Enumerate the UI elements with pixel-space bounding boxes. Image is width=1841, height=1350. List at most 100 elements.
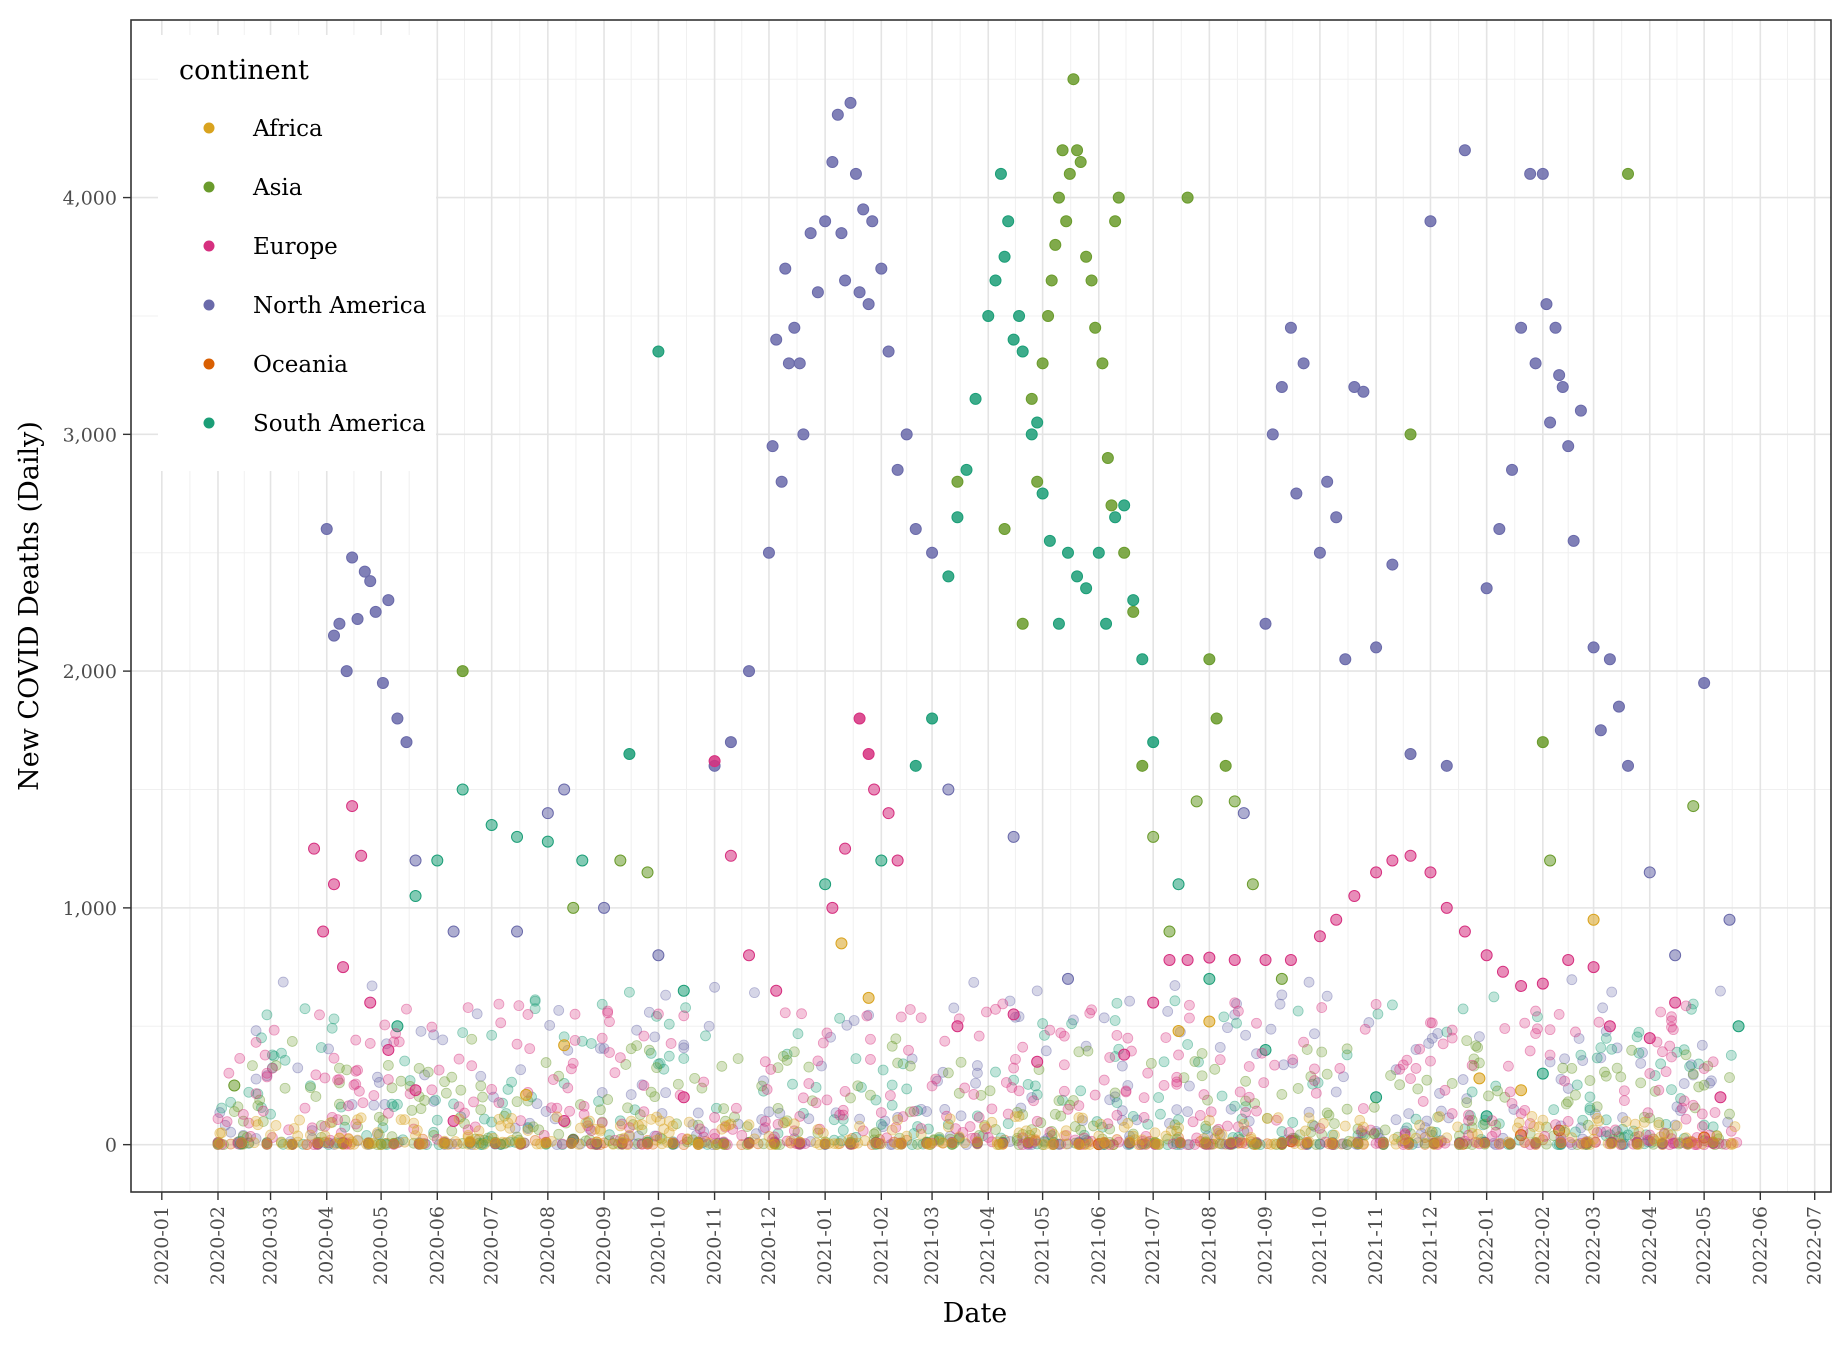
point-africa [1587,913,1600,926]
x-tick-label: 2021-11 [1365,1206,1387,1285]
point-north-america-band [1595,1126,1607,1138]
point-north-america [598,901,611,914]
point-south-america-band [375,1138,387,1150]
point-asia [1031,475,1044,488]
point-north-america-band [372,1071,383,1083]
point-north-america [391,712,404,725]
point-europe-band [1309,1063,1320,1075]
point-south-america-band [1066,1018,1078,1030]
point-europe-band [426,1021,438,1033]
point-south-america-band [1591,1052,1603,1064]
point-oceania-band [1419,1139,1431,1150]
point-north-america [541,807,554,820]
point-south-america-band [933,1133,945,1145]
point-africa-band [479,1138,490,1150]
point-north-america [743,665,756,678]
point-europe [1313,930,1326,943]
point-north-america [844,96,857,109]
point-europe [1587,961,1600,974]
point-asia-band [890,1033,902,1045]
point-africa-baseline [337,1138,349,1150]
point-africa-band [1513,1117,1525,1128]
point-north-america-band [1412,1137,1424,1149]
point-africa-baseline [363,1137,374,1149]
point-africa-baseline [1301,1137,1313,1148]
point-south-america-band [315,1042,327,1053]
point-asia [1404,428,1417,441]
x-tick-label: 2022-02 [1532,1206,1554,1285]
point-europe-band [1437,1038,1449,1050]
point-africa-band [1165,1125,1177,1137]
point-europe-band [865,1054,876,1065]
x-tick-label: 2022-05 [1693,1206,1715,1285]
point-europe-band [1171,1071,1183,1083]
point-south-america [875,854,888,867]
point-north-america-band [1109,1091,1121,1103]
point-south-america-band [1142,1118,1154,1130]
point-europe-band [462,1002,474,1013]
point-north-america [857,203,870,216]
point-north-america [1458,144,1471,157]
point-north-america [340,665,353,678]
point-africa-baseline [642,1138,653,1150]
point-north-america-band [596,1087,608,1098]
point-south-america-band [1600,1114,1612,1126]
point-europe [891,854,904,867]
point-africa-band [1519,1136,1531,1148]
point-europe-band [1086,1004,1097,1016]
point-north-america-band [1597,1002,1609,1014]
point-europe-band [515,1115,527,1127]
point-north-america-band [346,1099,358,1110]
point-africa-band [1526,1111,1538,1122]
point-south-america-band [1169,995,1181,1007]
point-north-america [1612,700,1625,713]
point-north-america [1386,558,1399,571]
point-south-america-band [1575,1049,1587,1061]
point-africa-band [892,1114,904,1126]
point-asia-band [1687,1068,1699,1080]
point-south-america-band [837,1124,849,1136]
point-south-america-band [335,1101,347,1113]
point-africa [862,991,875,1004]
point-europe-band [797,1092,809,1104]
point-africa-baseline [1149,1138,1161,1149]
point-europe-band [1463,1109,1474,1121]
point-north-america-band [886,1138,898,1150]
point-asia [641,866,654,879]
point-north-america-band [1508,1104,1520,1115]
point-north-america-band [1434,1088,1445,1099]
point-africa-band [645,1113,657,1125]
point-europe-band [1405,1073,1416,1084]
point-europe-band [694,1123,706,1135]
x-tick-label: 2020-08 [537,1206,559,1285]
point-north-america-band [1573,1033,1585,1044]
point-europe-band [524,1043,536,1055]
point-europe [1284,953,1297,966]
point-south-america [819,878,832,891]
point-south-america-band [1660,1118,1672,1130]
point-europe-band [609,1067,621,1079]
point-africa-band [1203,1114,1215,1126]
point-asia [1052,191,1065,204]
point-europe [724,849,737,862]
point-north-america [779,262,792,275]
point-asia-band [1584,1075,1596,1086]
point-asia [1219,759,1232,772]
point-europe-band [569,1008,581,1020]
point-south-america-band [1600,1032,1612,1044]
point-europe-band [1676,1102,1688,1114]
point-africa-band [1425,1126,1436,1138]
point-south-america-band [1459,1123,1471,1135]
point-europe-band [678,1010,690,1022]
point-europe-band [1058,1059,1070,1071]
point-oceania-band [451,1138,463,1150]
point-africa-baseline [1682,1138,1694,1150]
legend-label-oceania: Oceania [253,352,348,378]
point-north-america-band [1240,1029,1252,1041]
point-south-america-band [1155,1108,1166,1120]
legend-key-south-america [203,417,215,429]
point-north-america-band [656,1108,668,1119]
point-south-america [623,747,636,760]
point-europe [1181,953,1194,966]
point-africa-band [1671,1120,1683,1132]
